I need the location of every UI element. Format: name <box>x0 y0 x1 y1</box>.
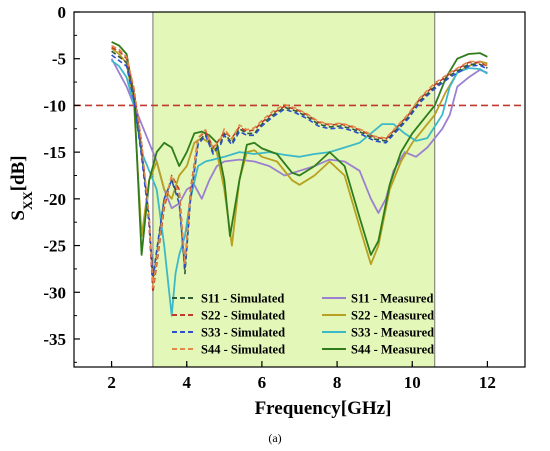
y-tick-label: -35 <box>43 330 66 349</box>
legend-label: S11 - Measured <box>351 292 433 306</box>
y-axis-title: SXX[dB] <box>8 155 35 220</box>
y-tick-label: -5 <box>52 50 66 69</box>
legend-label: S44 - Simulated <box>201 343 285 357</box>
x-tick-label: 10 <box>404 373 421 392</box>
series-line-s44-simulated <box>111 44 488 289</box>
figure-caption: (a) <box>268 431 281 445</box>
x-tick-label: 6 <box>258 373 267 392</box>
legend-label: S44 - Measured <box>351 343 434 357</box>
legend: S11 - Simulated S22 - Simulated S33 - Simu… <box>172 292 434 357</box>
axis-ticks: 2 4 6 8 10 12 0 -5 -10 -15 -20 -25 -30 -35 <box>43 3 496 392</box>
x-tick-label: 4 <box>183 373 192 392</box>
legend-label: S22 - Measured <box>351 309 434 323</box>
x-axis-title: Frequency[GHz] <box>255 398 392 419</box>
series-line-s33-simulated <box>111 54 488 280</box>
y-tick-label: -10 <box>43 96 66 115</box>
y-tick-label: -15 <box>43 143 66 162</box>
x-tick-label: 2 <box>107 373 116 392</box>
legend-label: S11 - Simulated <box>201 292 284 306</box>
y-tick-label: -25 <box>43 237 66 256</box>
legend-label: S33 - Simulated <box>201 326 285 340</box>
y-tick-label: -20 <box>43 190 66 209</box>
y-axis-title-main: S <box>8 210 29 221</box>
x-tick-label: 12 <box>479 373 496 392</box>
series-line-s33-measured <box>111 59 488 317</box>
legend-label: S22 - Simulated <box>201 309 285 323</box>
series-lines <box>110 41 488 317</box>
x-tick-label: 8 <box>333 373 342 392</box>
plot-frame <box>73 11 526 368</box>
y-tick-label: -30 <box>43 283 66 302</box>
legend-label: S33 - Measured <box>351 326 434 340</box>
series-line-s22-simulated <box>111 46 488 294</box>
y-axis-title-sub: XX <box>20 191 35 210</box>
y-axis-title-unit: [dB] <box>8 155 29 191</box>
y-tick-label: 0 <box>58 3 67 22</box>
series-line-s44-measured <box>111 41 488 256</box>
